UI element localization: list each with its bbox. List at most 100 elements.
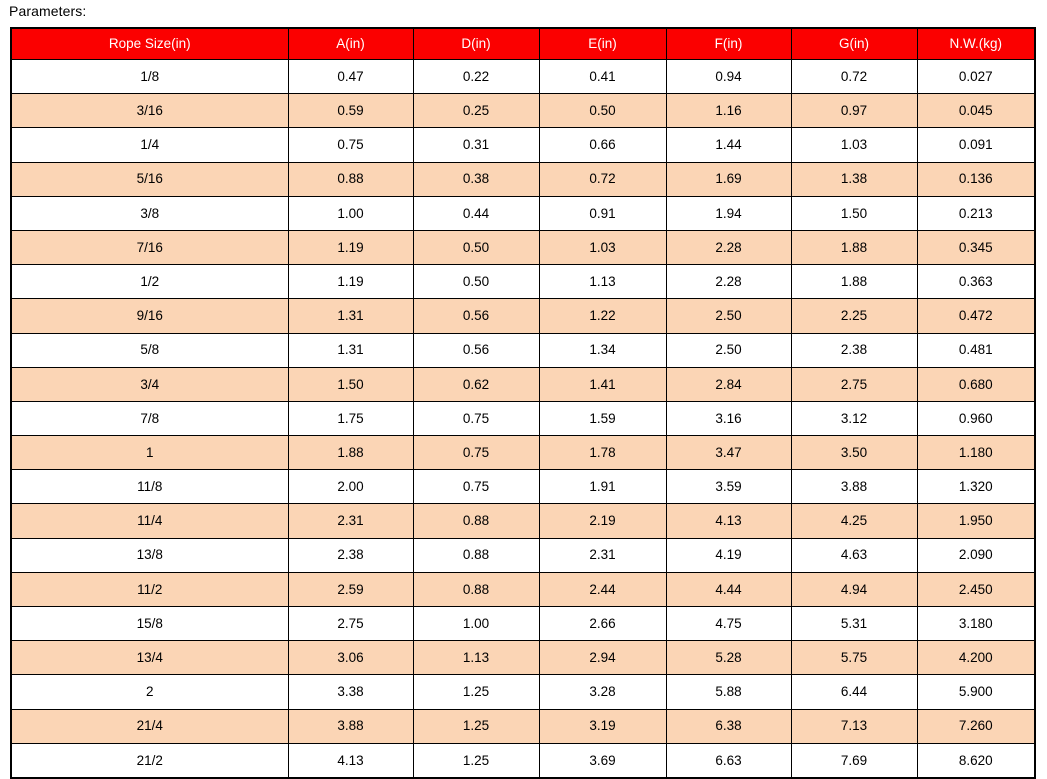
- cell-a: 2.75: [287, 605, 414, 642]
- table-row: 3/8 1.00 0.44 0.91 1.94 1.50 0.213: [10, 195, 1036, 231]
- cell-nw: 2.450: [916, 571, 1036, 608]
- column-header-nw[interactable]: N.W.(kg): [916, 27, 1036, 60]
- cell-a: 1.75: [287, 400, 414, 437]
- cell-g: 0.72: [790, 58, 918, 95]
- cell-f: 4.75: [665, 605, 792, 642]
- table-row: 1/4 0.75 0.31 0.66 1.44 1.03 0.091: [10, 127, 1036, 163]
- cell-e: 2.66: [538, 605, 667, 642]
- cell-e: 3.28: [538, 674, 667, 710]
- cell-g: 2.25: [790, 298, 918, 334]
- cell-f: 3.16: [665, 400, 792, 437]
- cell-d: 0.38: [412, 161, 540, 197]
- table-row: 1/2 1.19 0.50 1.13 2.28 1.88 0.363: [10, 264, 1036, 300]
- cell-nw: 0.136: [916, 161, 1036, 197]
- table-row: 3/16 0.59 0.25 0.50 1.16 0.97 0.045: [10, 93, 1036, 129]
- table-row: 1 1.88 0.75 1.78 3.47 3.50 1.180: [10, 435, 1036, 471]
- cell-a: 3.88: [287, 708, 414, 744]
- cell-g: 7.69: [790, 742, 918, 779]
- cell-g: 1.88: [790, 264, 918, 300]
- cell-e: 0.50: [538, 93, 667, 129]
- cell-rope_size: 1/2: [10, 264, 289, 300]
- cell-rope_size: 13/8: [10, 537, 289, 573]
- table-row: 13/8 2.38 0.88 2.31 4.19 4.63 2.090: [10, 537, 1036, 573]
- cell-d: 0.25: [412, 93, 540, 129]
- column-header-g[interactable]: G(in): [790, 27, 918, 60]
- cell-f: 0.94: [665, 58, 792, 95]
- cell-rope_size: 2: [10, 674, 289, 710]
- table-row: 5/8 1.31 0.56 1.34 2.50 2.38 0.481: [10, 332, 1036, 368]
- cell-e: 1.59: [538, 400, 667, 437]
- cell-e: 3.19: [538, 708, 667, 744]
- cell-d: 0.50: [412, 229, 540, 266]
- cell-nw: 0.213: [916, 195, 1036, 231]
- cell-nw: 0.960: [916, 400, 1036, 437]
- cell-g: 1.38: [790, 161, 918, 197]
- cell-a: 2.31: [287, 503, 414, 539]
- cell-a: 1.31: [287, 298, 414, 334]
- cell-f: 4.44: [665, 571, 792, 608]
- cell-e: 1.34: [538, 332, 667, 368]
- cell-a: 2.59: [287, 571, 414, 608]
- cell-nw: 0.680: [916, 366, 1036, 402]
- column-header-f[interactable]: F(in): [665, 27, 792, 60]
- cell-g: 2.38: [790, 332, 918, 368]
- cell-d: 0.75: [412, 469, 540, 505]
- cell-rope_size: 3/4: [10, 366, 289, 402]
- cell-e: 0.72: [538, 161, 667, 197]
- cell-g: 3.12: [790, 400, 918, 437]
- cell-d: 0.62: [412, 366, 540, 402]
- column-header-a[interactable]: A(in): [287, 27, 414, 60]
- cell-a: 1.00: [287, 195, 414, 231]
- cell-d: 0.75: [412, 400, 540, 437]
- cell-e: 1.13: [538, 264, 667, 300]
- cell-rope_size: 21/2: [10, 742, 289, 779]
- cell-g: 5.31: [790, 605, 918, 642]
- cell-d: 0.75: [412, 435, 540, 471]
- cell-g: 7.13: [790, 708, 918, 744]
- cell-nw: 4.200: [916, 640, 1036, 676]
- cell-f: 3.59: [665, 469, 792, 505]
- cell-nw: 7.260: [916, 708, 1036, 744]
- cell-nw: 3.180: [916, 605, 1036, 642]
- cell-f: 5.88: [665, 674, 792, 710]
- cell-nw: 0.345: [916, 229, 1036, 266]
- cell-rope_size: 1/4: [10, 127, 289, 163]
- cell-f: 2.50: [665, 332, 792, 368]
- cell-a: 1.19: [287, 264, 414, 300]
- table-header-row: Rope Size(in) A(in) D(in) E(in) F(in) G(in) N.…: [10, 27, 1036, 60]
- cell-d: 0.88: [412, 503, 540, 539]
- table-header: Rope Size(in) A(in) D(in) E(in) F(in) G(in) N.…: [10, 27, 1036, 60]
- cell-d: 0.22: [412, 58, 540, 95]
- cell-nw: 1.950: [916, 503, 1036, 539]
- cell-g: 4.63: [790, 537, 918, 573]
- cell-e: 1.91: [538, 469, 667, 505]
- table-row: 9/16 1.31 0.56 1.22 2.50 2.25 0.472: [10, 298, 1036, 334]
- cell-rope_size: 11/4: [10, 503, 289, 539]
- cell-d: 1.25: [412, 742, 540, 779]
- table-row: 7/8 1.75 0.75 1.59 3.16 3.12 0.960: [10, 400, 1036, 437]
- column-header-d[interactable]: D(in): [412, 27, 540, 60]
- cell-g: 1.88: [790, 229, 918, 266]
- cell-f: 1.69: [665, 161, 792, 197]
- table-row: 11/2 2.59 0.88 2.44 4.44 4.94 2.450: [10, 571, 1036, 608]
- cell-g: 4.94: [790, 571, 918, 608]
- cell-rope_size: 11/8: [10, 469, 289, 505]
- table-row: 11/4 2.31 0.88 2.19 4.13 4.25 1.950: [10, 503, 1036, 539]
- cell-rope_size: 3/16: [10, 93, 289, 129]
- column-header-e[interactable]: E(in): [538, 27, 667, 60]
- column-header-rope_size[interactable]: Rope Size(in): [10, 27, 289, 60]
- cell-rope_size: 1/8: [10, 58, 289, 95]
- cell-e: 0.91: [538, 195, 667, 231]
- cell-g: 1.03: [790, 127, 918, 163]
- table-row: 21/2 4.13 1.25 3.69 6.63 7.69 8.620: [10, 742, 1036, 779]
- cell-a: 1.31: [287, 332, 414, 368]
- cell-e: 2.19: [538, 503, 667, 539]
- cell-f: 6.38: [665, 708, 792, 744]
- cell-a: 4.13: [287, 742, 414, 779]
- cell-d: 1.25: [412, 674, 540, 710]
- cell-d: 1.00: [412, 605, 540, 642]
- cell-g: 2.75: [790, 366, 918, 402]
- cell-rope_size: 1: [10, 435, 289, 471]
- table-row: 2 3.38 1.25 3.28 5.88 6.44 5.900: [10, 674, 1036, 710]
- cell-a: 1.50: [287, 366, 414, 402]
